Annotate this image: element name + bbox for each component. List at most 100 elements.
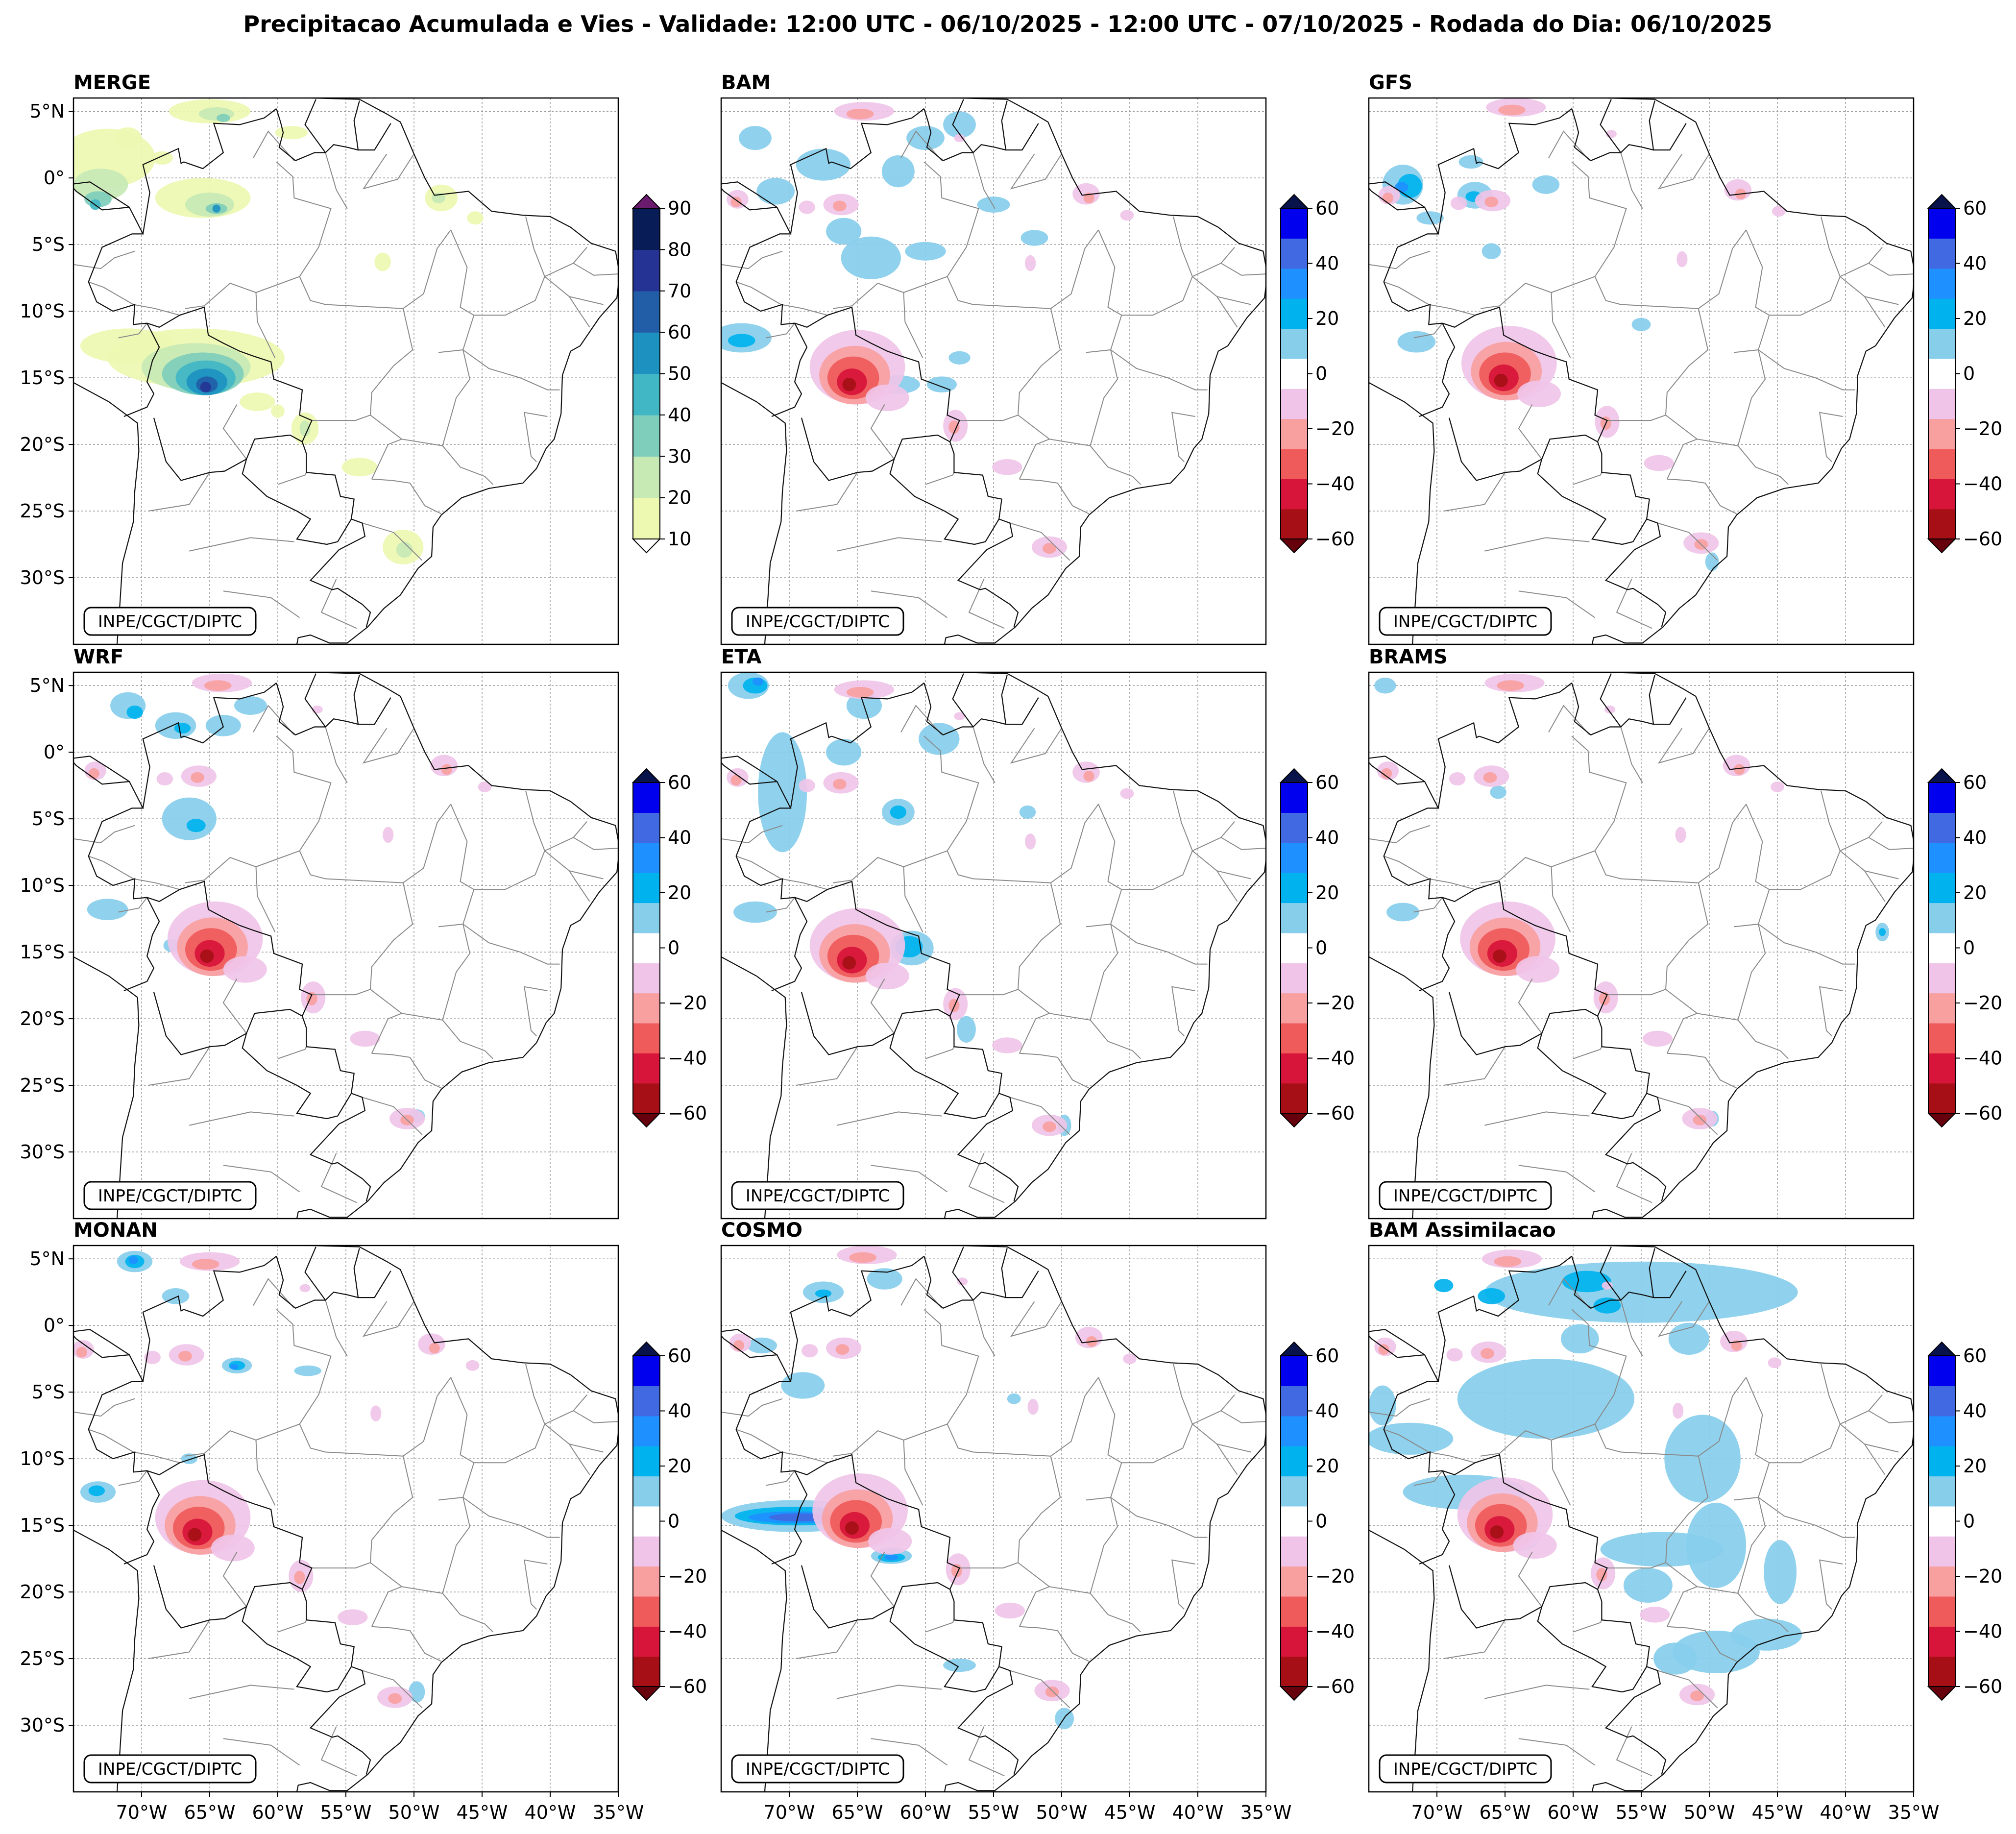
state-border <box>1667 1052 1737 1089</box>
field-blob <box>1640 1607 1670 1623</box>
state-border <box>1019 1626 1090 1662</box>
colorbar-tick-label: 20 <box>1315 308 1339 329</box>
field-blob <box>1449 772 1466 786</box>
country-border <box>923 108 1039 162</box>
country-border <box>771 1470 808 1565</box>
field-blob <box>114 127 142 149</box>
lat-tick-label: 20°S <box>20 1581 65 1603</box>
state-border <box>766 322 795 339</box>
colorbar-segment <box>1281 418 1308 449</box>
country-border <box>794 1454 960 1590</box>
colorbar-tick-label: −60 <box>1963 1676 2002 1697</box>
credit-label: INPE/CGCT/DIPTC <box>746 612 890 632</box>
colorbar: −60 −40 −20 0 20 40 60 <box>632 768 707 1128</box>
country-border <box>142 1295 184 1382</box>
colorbar-segment <box>1928 1023 1955 1053</box>
state-border <box>1413 897 1443 913</box>
field-blob <box>926 376 957 392</box>
colorbar-tick-label: 60 <box>668 321 691 343</box>
state-border <box>1019 439 1050 480</box>
colorbar-tick-label: 20 <box>1315 882 1339 904</box>
field-blob <box>1458 155 1483 169</box>
field-blob <box>890 805 907 819</box>
colorbar-tick-label: −20 <box>1315 418 1355 440</box>
country-border <box>301 1589 355 1667</box>
field-blob <box>1764 1540 1797 1604</box>
colorbar-segment <box>633 842 660 873</box>
state-border <box>923 735 979 851</box>
state-border <box>1666 1586 1698 1627</box>
state-border <box>925 1619 955 1633</box>
field-blob <box>211 1535 255 1562</box>
field-blob <box>1484 1261 1798 1323</box>
coastline-pacific <box>73 1529 140 1792</box>
colorbar-segment <box>633 1626 660 1657</box>
field-blob <box>1673 1402 1684 1419</box>
colorbar-segment <box>633 1506 660 1537</box>
colorbar-segment <box>1281 1386 1308 1417</box>
colorbar-segment <box>1928 1656 1955 1687</box>
colorbar-segment <box>633 1356 660 1386</box>
state-border <box>325 152 348 209</box>
field-blob <box>943 111 976 138</box>
colorbar-segment <box>633 963 660 994</box>
field-blob <box>957 1277 968 1286</box>
country-border <box>73 1329 130 1355</box>
state-border <box>1369 1398 1431 1417</box>
state-border <box>462 924 560 965</box>
state-border <box>1667 1626 1737 1662</box>
field-blob <box>954 134 965 142</box>
colorbar-tick-label: 40 <box>1315 827 1339 849</box>
state-border <box>1019 1052 1090 1089</box>
country-border <box>1419 897 1456 992</box>
country-border <box>1571 683 1687 736</box>
panel-title: BAM Assimilacao <box>1369 1219 1556 1242</box>
field-blob <box>200 949 214 963</box>
state-border <box>1086 923 1118 1021</box>
coastline-atlantic <box>944 1246 1266 1792</box>
map-frame <box>1368 671 1915 1220</box>
field-blob <box>1497 680 1524 691</box>
colorbar-segment <box>1281 479 1308 510</box>
state-border <box>1413 322 1443 339</box>
state-border <box>573 1410 618 1423</box>
map-content <box>721 98 1266 644</box>
colorbar-tick-label: 0 <box>1963 363 1975 385</box>
field-blob <box>1007 1393 1021 1404</box>
coastline-atlantic <box>944 98 1266 644</box>
credit-label: INPE/CGCT/DIPTC <box>98 612 242 632</box>
field-blob <box>1482 243 1501 259</box>
field-blob <box>441 764 452 775</box>
lon-tick-label: 60°W <box>1548 1802 1599 1823</box>
country-border <box>1448 1565 1598 1629</box>
colorbar-segment <box>633 783 660 813</box>
country-border <box>952 673 974 728</box>
colorbar-segment <box>633 1416 660 1446</box>
field-blob <box>943 1659 976 1672</box>
panel-title: BRAMS <box>1369 646 1448 668</box>
field-blob <box>1498 104 1526 116</box>
field-blob <box>1516 956 1560 983</box>
colorbar-segment <box>1281 1446 1308 1477</box>
country-border <box>304 99 326 153</box>
country-border <box>889 459 1000 545</box>
country-border <box>790 147 832 234</box>
colorbar-tick-label: 50 <box>668 363 691 385</box>
colorbar-segment <box>1281 1083 1308 1114</box>
lon-tick-label: 65°W <box>832 1802 883 1823</box>
field-blob <box>905 242 946 261</box>
field-blob <box>753 677 764 686</box>
field-blob <box>954 712 965 720</box>
field-blob <box>845 1521 859 1535</box>
map-content <box>73 1246 618 1792</box>
state-border <box>1620 152 1643 209</box>
panel-title: ETA <box>721 646 762 668</box>
map-panel-wrf: WRF 5°N 0° 5°S 10°S 15°S 20°S 25°S 30°S INPE/CGCT… <box>20 646 707 1220</box>
lat-tick-label: 10°S <box>20 875 65 896</box>
colorbar-segment <box>1928 1053 1955 1084</box>
lat-tick-label: 5°N <box>29 1248 65 1270</box>
colorbar-segment <box>1928 783 1955 813</box>
state-border <box>1571 1309 1627 1424</box>
country-border <box>1604 1666 1667 1775</box>
colorbar-segment <box>633 873 660 904</box>
